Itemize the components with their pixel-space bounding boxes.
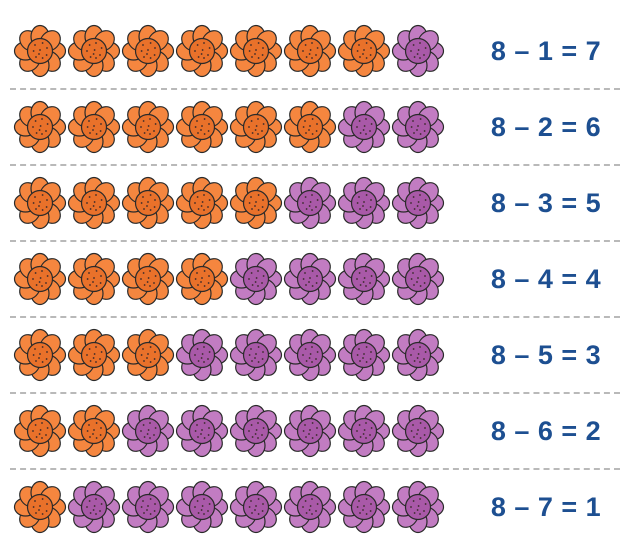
subtraction-row: 8 – 7 = 1 [0,469,630,545]
purple-flower-icon [228,251,284,307]
orange-flower-icon [282,99,338,155]
orange-flower-icon [336,23,392,79]
orange-flower-icon [12,99,68,155]
orange-flower-icon [12,479,68,535]
purple-flower-icon [174,403,230,459]
purple-flower-icon [282,327,338,383]
purple-flower-icon [336,327,392,383]
orange-flower-icon [174,99,230,155]
purple-flower-icon [120,403,176,459]
purple-flower-icon [228,327,284,383]
orange-flower-icon [120,251,176,307]
row-divider [10,240,620,242]
row-divider [10,392,620,394]
orange-flower-icon [282,23,338,79]
purple-flower-icon [66,479,122,535]
purple-flower-icon [390,479,446,535]
flower-group [12,241,452,317]
purple-flower-icon [336,99,392,155]
row-divider [10,468,620,470]
purple-flower-icon [228,479,284,535]
equation-label: 8 – 1 = 7 [490,36,602,66]
equation-label: 8 – 3 = 5 [490,188,602,218]
purple-flower-icon [174,479,230,535]
orange-flower-icon [120,175,176,231]
purple-flower-icon [336,403,392,459]
flower-group [12,13,452,89]
orange-flower-icon [120,23,176,79]
orange-flower-icon [66,403,122,459]
orange-flower-icon [228,23,284,79]
orange-flower-icon [66,175,122,231]
equation-label: 8 – 2 = 6 [490,112,602,142]
orange-flower-icon [66,99,122,155]
flower-group [12,469,452,545]
equation-label: 8 – 4 = 4 [490,264,602,294]
orange-flower-icon [12,23,68,79]
flower-group [12,317,452,393]
orange-flower-icon [12,327,68,383]
subtraction-row: 8 – 4 = 4 [0,241,630,317]
orange-flower-icon [66,327,122,383]
orange-flower-icon [12,403,68,459]
purple-flower-icon [390,99,446,155]
orange-flower-icon [66,23,122,79]
flower-group [12,165,452,241]
orange-flower-icon [12,251,68,307]
row-divider [10,316,620,318]
orange-flower-icon [120,327,176,383]
purple-flower-icon [282,403,338,459]
purple-flower-icon [390,327,446,383]
orange-flower-icon [228,175,284,231]
purple-flower-icon [120,479,176,535]
equation-label: 8 – 6 = 2 [490,416,602,446]
orange-flower-icon [174,175,230,231]
row-divider [10,164,620,166]
purple-flower-icon [336,479,392,535]
purple-flower-icon [282,251,338,307]
subtraction-row: 8 – 2 = 6 [0,89,630,165]
orange-flower-icon [12,175,68,231]
purple-flower-icon [390,23,446,79]
orange-flower-icon [228,99,284,155]
orange-flower-icon [174,23,230,79]
subtraction-row: 8 – 3 = 5 [0,165,630,241]
purple-flower-icon [390,403,446,459]
subtraction-row: 8 – 1 = 7 [0,13,630,89]
purple-flower-icon [282,479,338,535]
orange-flower-icon [66,251,122,307]
orange-flower-icon [120,99,176,155]
purple-flower-icon [174,327,230,383]
subtraction-row: 8 – 5 = 3 [0,317,630,393]
equation-label: 8 – 5 = 3 [490,340,602,370]
flower-group [12,89,452,165]
purple-flower-icon [336,251,392,307]
flower-group [12,393,452,469]
purple-flower-icon [336,175,392,231]
purple-flower-icon [390,175,446,231]
equation-label: 8 – 7 = 1 [490,492,602,522]
purple-flower-icon [282,175,338,231]
purple-flower-icon [390,251,446,307]
row-divider [10,88,620,90]
subtraction-row: 8 – 6 = 2 [0,393,630,469]
orange-flower-icon [174,251,230,307]
purple-flower-icon [228,403,284,459]
